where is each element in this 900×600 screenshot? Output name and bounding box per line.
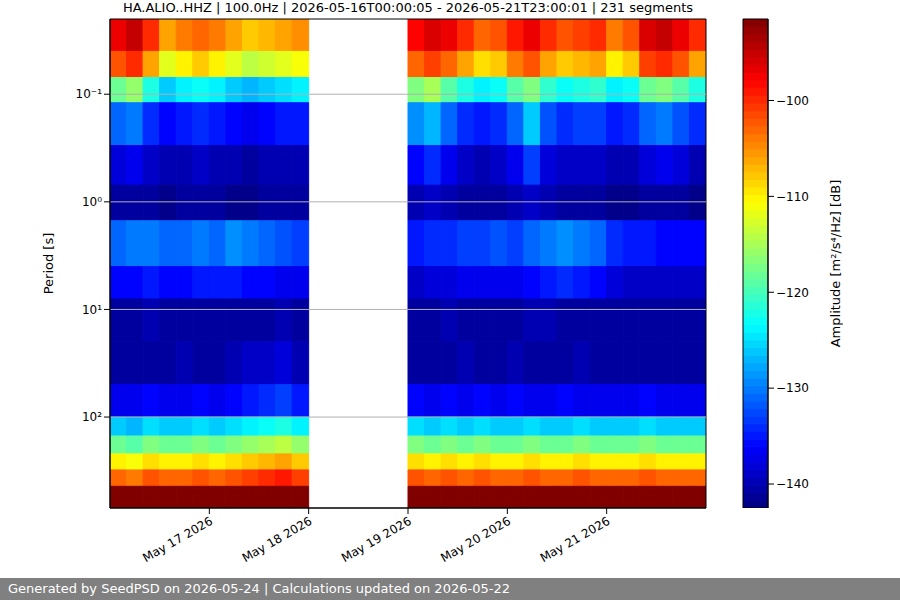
svg-text:−110: −110 (776, 190, 809, 204)
svg-text:Period [s]: Period [s] (41, 233, 56, 295)
svg-text:10⁰: 10⁰ (82, 195, 102, 209)
svg-text:Amplitude [m²/s⁴/Hz] [dB]: Amplitude [m²/s⁴/Hz] [dB] (828, 180, 843, 348)
svg-text:May 18 2026: May 18 2026 (240, 514, 315, 565)
svg-text:May 20 2026: May 20 2026 (438, 514, 513, 565)
svg-text:10¹: 10¹ (82, 303, 102, 317)
svg-text:−140: −140 (776, 477, 809, 491)
svg-text:−120: −120 (776, 286, 809, 300)
svg-text:May 19 2026: May 19 2026 (339, 514, 414, 565)
svg-text:May 17 2026: May 17 2026 (140, 514, 215, 565)
html-text:Generated by SeedPSD on 2026-0: Generated by SeedPSD on 2026-05-24 | Cal… (8, 581, 510, 596)
svg-text:10²: 10² (82, 410, 102, 424)
svg-text:10⁻¹: 10⁻¹ (76, 87, 103, 101)
svg-text:May 21 2026: May 21 2026 (538, 514, 613, 565)
html-text:HA.ALIO..HHZ | 100.0Hz | 2026-: HA.ALIO..HHZ | 100.0Hz | 2026-05-16T00:0… (122, 0, 694, 15)
svg-text:−130: −130 (776, 381, 809, 395)
svg-text:−100: −100 (776, 94, 809, 108)
